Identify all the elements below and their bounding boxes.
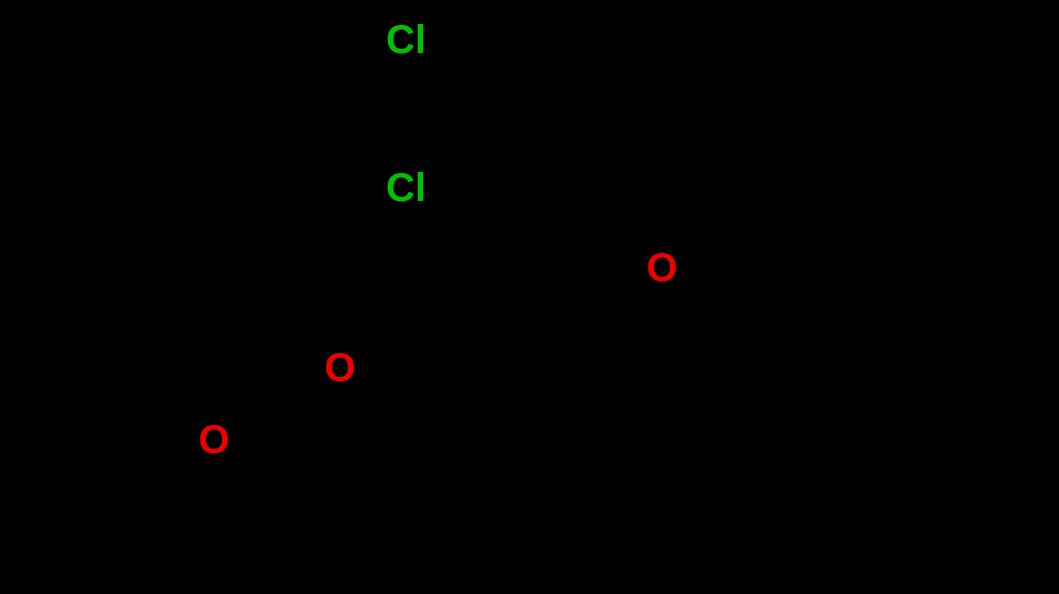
atom-label-cl-2: Cl — [386, 168, 426, 208]
atom-label-o-3: O — [198, 420, 229, 460]
atom-label-o-2: O — [324, 348, 355, 388]
structure-canvas: Cl Cl O O O — [0, 0, 1059, 594]
atom-label-o-1: O — [646, 248, 677, 288]
bonds-layer — [0, 0, 1059, 594]
atom-label-cl-1: Cl — [386, 20, 426, 60]
